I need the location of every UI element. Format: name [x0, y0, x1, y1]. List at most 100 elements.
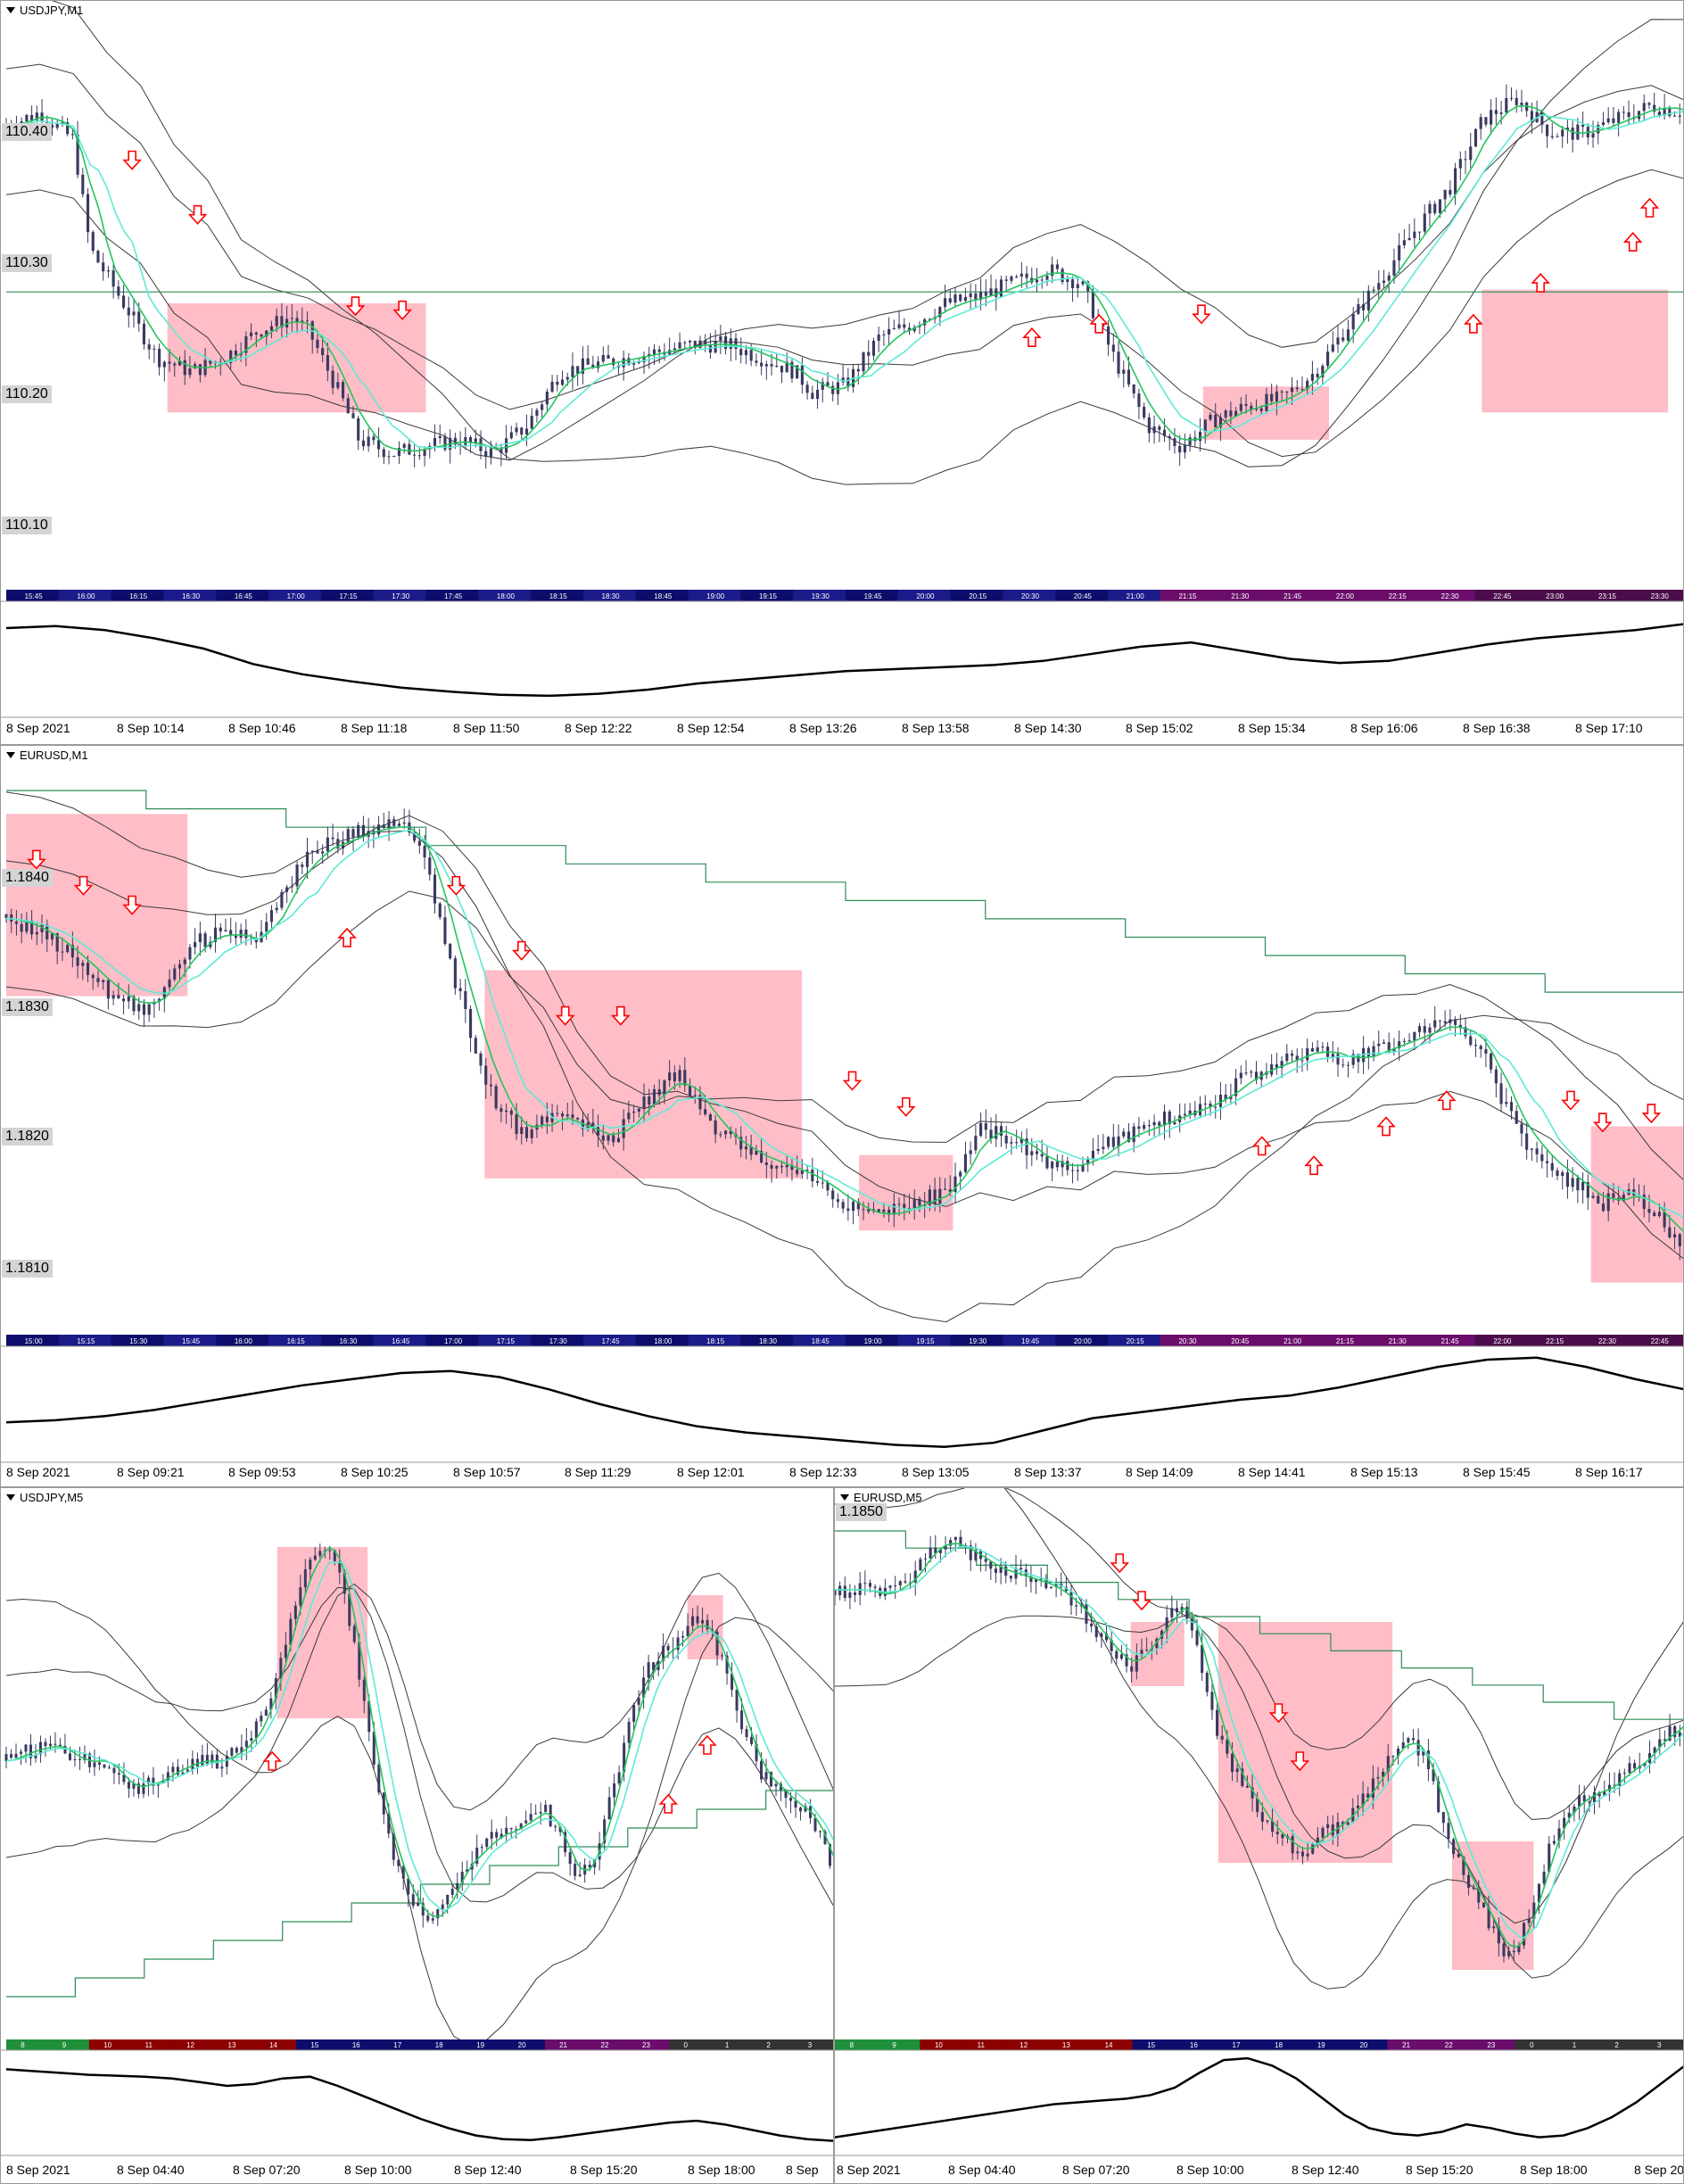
- candle-body: [392, 1833, 395, 1860]
- candle-body: [1443, 1021, 1447, 1023]
- candle-body: [265, 330, 268, 337]
- candle: [1117, 1124, 1120, 1157]
- candle: [1377, 270, 1381, 299]
- candle-body: [616, 1138, 621, 1143]
- candle: [1029, 1566, 1033, 1593]
- candle: [1668, 1215, 1672, 1239]
- candle: [224, 918, 227, 932]
- candle-body: [662, 1645, 665, 1661]
- candle: [1035, 1143, 1039, 1161]
- candle-body: [1256, 1798, 1259, 1813]
- candle: [1447, 1812, 1450, 1849]
- session-label: 21:45: [1441, 1337, 1460, 1345]
- chart-panel-usdjpy-m5[interactable]: 8 9 10 11 12 13 14 15 16 17 18 19 20 21 22 23 0 1 2 3 USDJP…: [0, 1487, 834, 2184]
- candle-body: [815, 1181, 820, 1183]
- chart-usdjpy-m5[interactable]: 8 9 10 11 12 13 14 15 16 17 18 19 20 21 22 23 0 1 2 3: [1, 1488, 834, 2184]
- arrow-up-icon: [1376, 1116, 1396, 1137]
- candle-body: [928, 318, 931, 320]
- candle-body: [1107, 326, 1110, 345]
- session-segment: [1422, 590, 1476, 601]
- session-segment: [1527, 590, 1581, 601]
- chart-eurusd-m1[interactable]: 15:00 15:15 15:30 15:45 16:00 16:15 16:30 16:45…: [1, 746, 1684, 1487]
- candle-body: [173, 968, 177, 980]
- candle-body: [1049, 1586, 1053, 1589]
- arrow-up-icon: [1436, 1090, 1457, 1111]
- session-label: 9: [892, 2041, 896, 2049]
- candle-body: [97, 1762, 101, 1766]
- candle-body: [1494, 1069, 1498, 1084]
- candle: [198, 922, 202, 956]
- candle-body: [948, 1189, 952, 1193]
- candle: [1535, 1141, 1539, 1163]
- candle: [1545, 123, 1549, 148]
- candle-body: [871, 340, 876, 356]
- candle-body: [1100, 1633, 1103, 1638]
- candle-body: [484, 1065, 488, 1085]
- candle-body: [1550, 1162, 1554, 1171]
- candle: [1198, 1096, 1202, 1119]
- session-label: 16:15: [129, 592, 148, 600]
- session-label: 16: [1190, 2041, 1198, 2049]
- candle: [574, 1858, 577, 1881]
- session-label: 23:30: [1651, 592, 1670, 600]
- candle-body: [147, 344, 151, 350]
- candle: [14, 909, 19, 936]
- candle-body: [1055, 1161, 1059, 1168]
- candle-body: [683, 1070, 687, 1086]
- candle: [1290, 376, 1294, 405]
- dropdown-triangle-icon[interactable]: [6, 7, 15, 13]
- candle-body: [969, 293, 972, 297]
- candle: [1357, 1053, 1360, 1073]
- candle-body: [887, 328, 891, 335]
- candle-body: [1668, 1725, 1672, 1741]
- candle-body: [688, 1085, 692, 1096]
- candle: [361, 815, 365, 842]
- candle-body: [1573, 1806, 1576, 1814]
- dropdown-triangle-icon[interactable]: [840, 1494, 849, 1501]
- candle: [1597, 121, 1600, 145]
- candle: [1530, 1148, 1533, 1162]
- candle: [1183, 433, 1186, 459]
- candle: [1413, 218, 1416, 248]
- candle-body: [1678, 1732, 1681, 1738]
- session-label: 17:15: [339, 592, 358, 600]
- candle-body: [1004, 1135, 1008, 1144]
- candle: [1316, 368, 1319, 385]
- candle: [714, 1115, 717, 1144]
- candle: [509, 1107, 513, 1129]
- candle-body: [1663, 1739, 1666, 1741]
- chart-panel-eurusd-m5[interactable]: 8 9 10 11 12 13 14 15 16 17 18 19 20 21 22 23 0 1 2 3 EURUS…: [834, 1487, 1684, 2184]
- candle: [474, 429, 477, 448]
- arrow-up-icon: [698, 1734, 717, 1755]
- session-segment: [920, 2039, 963, 2050]
- time-label: 8 Sep 10:46: [228, 721, 296, 735]
- candle: [530, 408, 533, 430]
- session-label: 15:30: [129, 1337, 148, 1345]
- candle-body: [1613, 1784, 1616, 1786]
- candle-body: [1443, 189, 1447, 200]
- time-label: 8 Sep 2021: [6, 721, 70, 735]
- candle-body: [535, 410, 539, 416]
- candle-body: [1230, 1753, 1234, 1773]
- candle-body: [541, 1116, 544, 1125]
- candle-body: [343, 1572, 346, 1594]
- session-segment: [1089, 2039, 1134, 2050]
- candle-body: [505, 438, 508, 453]
- session-segment: [669, 2039, 712, 2050]
- candle: [933, 309, 937, 324]
- chart-panel-eurusd-m1[interactable]: 15:00 15:15 15:30 15:45 16:00 16:15 16:30 16:45…: [0, 745, 1684, 1487]
- candle-body: [1657, 112, 1661, 116]
- chart-usdjpy-m1[interactable]: 15:45 16:00 16:15 16:30 16:45 17:00 17:15 17:30…: [1, 1, 1684, 745]
- candle-body: [1377, 283, 1381, 290]
- chart-panel-usdjpy-m1[interactable]: 15:45 16:00 16:15 16:30 16:45 17:00 17:15 17:30…: [0, 0, 1684, 745]
- candle-body: [1469, 146, 1473, 161]
- candle: [321, 844, 325, 864]
- dropdown-triangle-icon[interactable]: [6, 752, 15, 758]
- candle-body: [1366, 1793, 1370, 1799]
- candle-body: [147, 1004, 151, 1015]
- chart-eurusd-m5[interactable]: 8 9 10 11 12 13 14 15 16 17 18 19 20 21 22 23 0 1 2 3: [835, 1488, 1684, 2184]
- candle-body: [666, 1645, 670, 1650]
- dropdown-triangle-icon[interactable]: [6, 1494, 15, 1501]
- arrow-down-icon: [187, 204, 208, 225]
- candle-body: [623, 1742, 626, 1773]
